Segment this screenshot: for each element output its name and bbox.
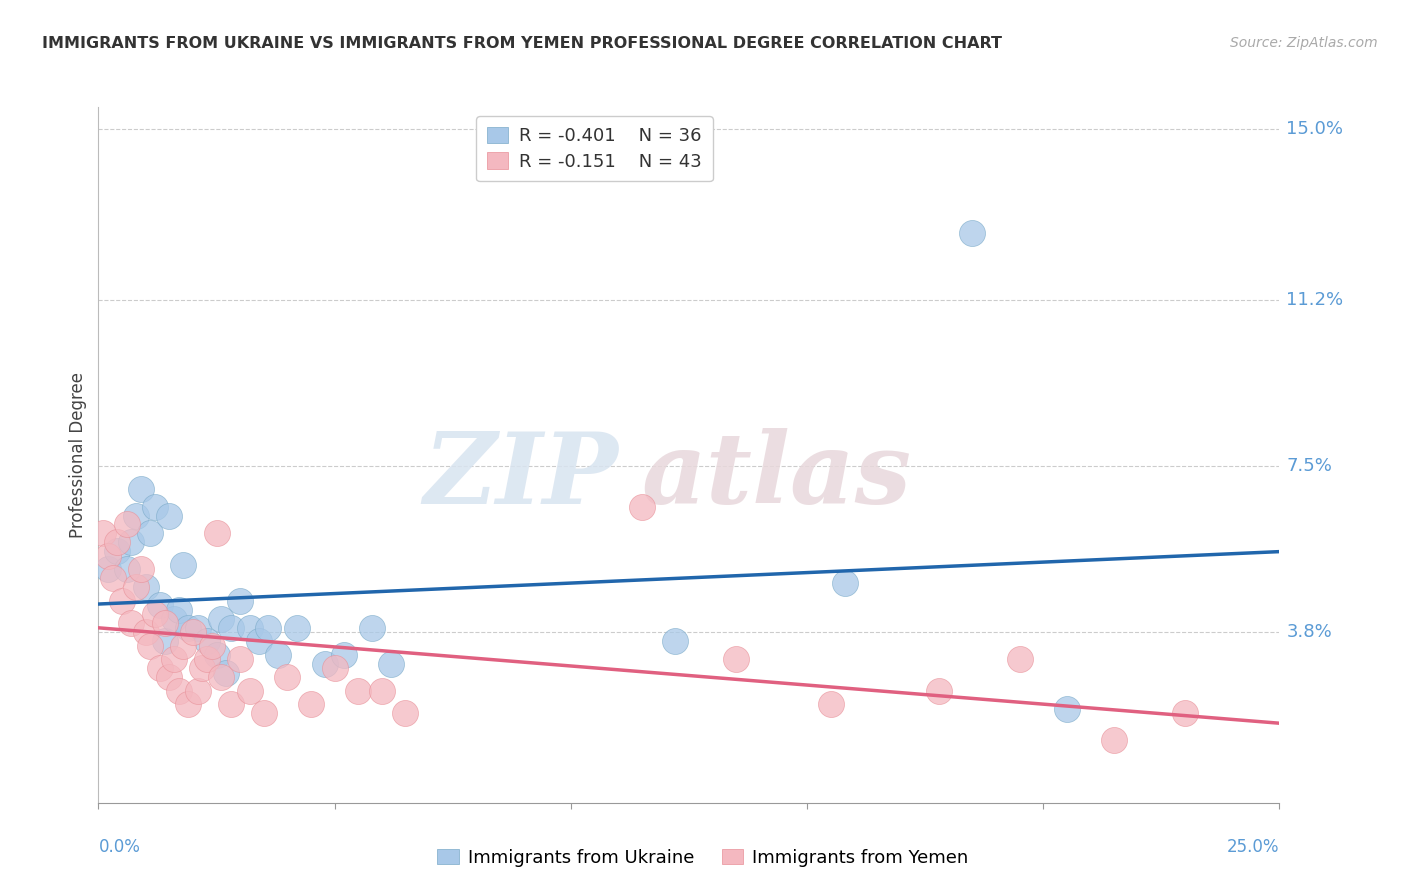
Text: Source: ZipAtlas.com: Source: ZipAtlas.com (1230, 36, 1378, 50)
Legend: Immigrants from Ukraine, Immigrants from Yemen: Immigrants from Ukraine, Immigrants from… (430, 842, 976, 874)
Point (121, 616, 143, 631)
Text: 0.0%: 0.0% (98, 838, 141, 856)
Point (111, 594, 134, 608)
Point (143, 500, 166, 514)
Point (105, 535, 128, 549)
Point (209, 612, 232, 626)
Text: IMMIGRANTS FROM UKRAINE VS IMMIGRANTS FROM YEMEN PROFESSIONAL DEGREE CORRELATION: IMMIGRANTS FROM UKRAINE VS IMMIGRANTS FR… (42, 36, 1002, 51)
Text: atlas: atlas (641, 427, 911, 524)
Point (239, 683, 262, 698)
Point (253, 706, 276, 720)
Point (371, 683, 394, 698)
Point (153, 616, 176, 631)
Point (314, 657, 336, 671)
Point (195, 652, 218, 666)
Point (1008, 652, 1031, 666)
Point (205, 648, 228, 662)
Point (163, 652, 186, 666)
Point (139, 526, 162, 541)
Point (125, 508, 148, 523)
Point (201, 639, 224, 653)
Point (380, 657, 402, 671)
Point (157, 508, 180, 523)
Point (219, 697, 242, 711)
Point (247, 634, 270, 648)
Point (115, 517, 138, 532)
Point (276, 670, 298, 684)
Point (163, 612, 186, 626)
Point (129, 482, 152, 496)
Point (323, 661, 346, 675)
Point (1174, 706, 1197, 720)
Point (167, 603, 190, 617)
Point (187, 683, 209, 698)
Point (299, 697, 322, 711)
Point (177, 697, 200, 711)
Point (172, 558, 194, 572)
Point (229, 594, 252, 608)
Point (1056, 701, 1078, 715)
Point (91, 526, 114, 541)
Point (229, 652, 252, 666)
Point (143, 607, 166, 622)
Point (149, 599, 172, 613)
Point (630, 500, 652, 514)
Point (725, 652, 748, 666)
Point (257, 621, 280, 635)
Point (115, 562, 138, 576)
Point (167, 683, 190, 698)
Point (333, 648, 356, 662)
Point (285, 621, 308, 635)
Point (129, 562, 152, 576)
Y-axis label: Professional Degree: Professional Degree (69, 372, 87, 538)
Point (177, 621, 200, 635)
Point (664, 634, 686, 648)
Point (187, 621, 209, 635)
Point (191, 661, 214, 675)
Text: 25.0%: 25.0% (1227, 838, 1279, 856)
Point (205, 526, 228, 541)
Point (219, 621, 242, 635)
Point (215, 665, 238, 680)
Point (157, 670, 180, 684)
Point (125, 580, 148, 594)
Text: 7.5%: 7.5% (1286, 457, 1333, 475)
Point (149, 661, 172, 675)
Point (394, 706, 416, 720)
Point (135, 580, 157, 594)
Point (181, 625, 204, 640)
Text: 3.8%: 3.8% (1286, 624, 1333, 641)
Point (97, 562, 120, 576)
Point (962, 226, 984, 240)
Legend: R = -0.401    N = 36, R = -0.151    N = 43: R = -0.401 N = 36, R = -0.151 N = 43 (477, 116, 713, 181)
Text: 15.0%: 15.0% (1286, 120, 1344, 138)
Point (1102, 733, 1125, 747)
Point (834, 575, 856, 590)
Text: 11.2%: 11.2% (1286, 291, 1344, 309)
Point (209, 670, 232, 684)
Point (121, 535, 143, 549)
Text: ZIP: ZIP (423, 427, 619, 524)
Point (105, 544, 128, 558)
Point (135, 625, 157, 640)
Point (101, 571, 124, 585)
Point (361, 621, 384, 635)
Point (139, 639, 162, 653)
Point (820, 697, 842, 711)
Point (195, 634, 218, 648)
Point (153, 634, 176, 648)
Point (97, 549, 120, 563)
Point (239, 621, 262, 635)
Point (347, 683, 370, 698)
Point (172, 639, 194, 653)
Point (928, 683, 950, 698)
Point (267, 648, 290, 662)
